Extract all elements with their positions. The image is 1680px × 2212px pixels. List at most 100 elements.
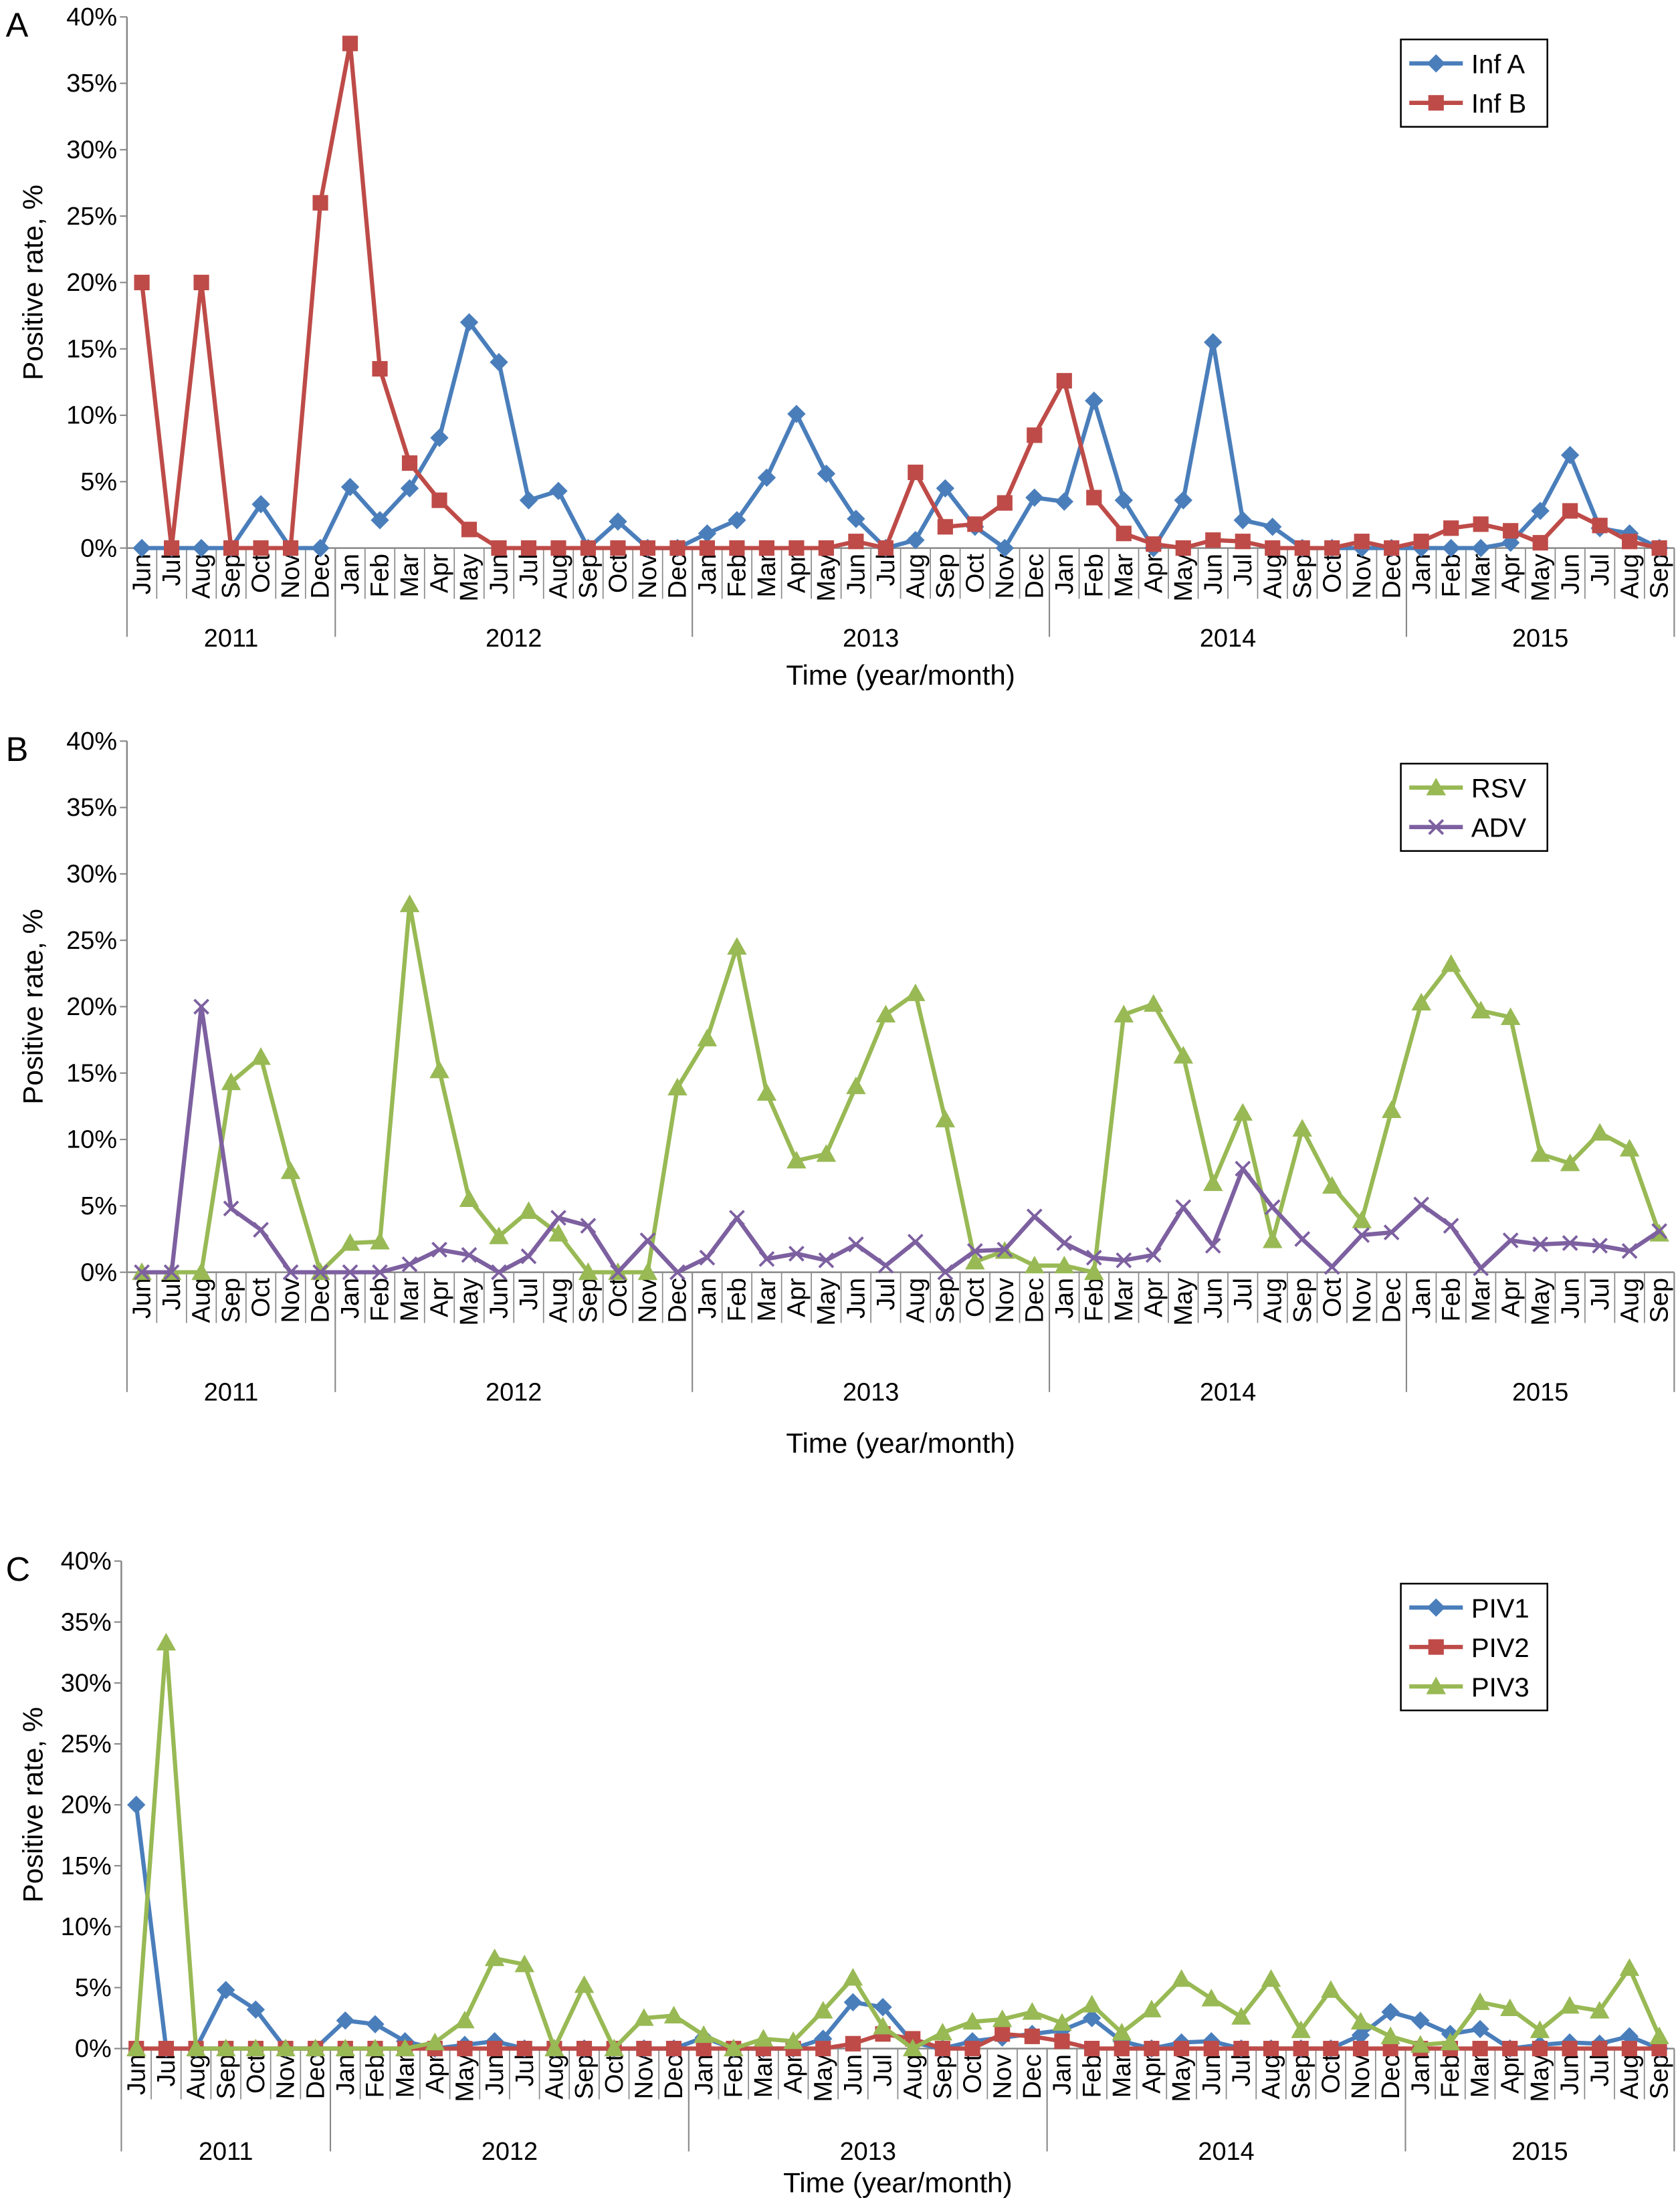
marker: [667, 1077, 688, 1096]
marker: [1530, 1144, 1550, 1162]
y-tick-label: 10%: [61, 1913, 112, 1941]
marker: [727, 937, 747, 955]
marker: [724, 2038, 744, 2057]
x-tick-label: Mar: [1108, 2054, 1136, 2098]
x-tick-label: Jun: [1198, 2054, 1226, 2095]
marker: [1562, 2040, 1578, 2057]
marker: [1428, 95, 1444, 111]
x-tick-label: Oct: [601, 2054, 629, 2094]
x-tick-label: Jul: [869, 2054, 898, 2086]
marker: [1205, 532, 1221, 548]
marker: [818, 540, 834, 556]
x-tick-label: Nov: [634, 1278, 662, 1323]
marker: [936, 479, 955, 497]
marker: [1056, 1235, 1073, 1251]
marker: [962, 2011, 982, 2030]
x-tick-label: Aug: [1259, 554, 1287, 598]
x-tick-label: Oct: [242, 2054, 270, 2094]
x-group-label: 2013: [840, 2138, 896, 2166]
marker: [1471, 1000, 1491, 1019]
x-tick-label: Jun: [486, 1278, 514, 1319]
x-group-label: 2014: [1200, 1378, 1256, 1406]
x-tick-label: Jul: [872, 554, 900, 586]
x-tick-label: May: [451, 2054, 480, 2102]
marker: [158, 2040, 174, 2057]
marker: [459, 1189, 480, 1207]
series-line: [142, 902, 1662, 1275]
marker: [996, 495, 1013, 511]
marker: [639, 1232, 656, 1248]
marker: [1201, 1989, 1221, 2007]
x-tick-label: Apr: [1140, 554, 1168, 593]
marker: [757, 468, 776, 487]
x-tick-label: Aug: [1616, 554, 1644, 598]
marker: [813, 2001, 833, 2019]
x-tick-label: Apr: [1138, 2054, 1166, 2094]
y-tick-label: 35%: [61, 1608, 112, 1636]
marker: [1413, 534, 1429, 550]
marker: [815, 2040, 831, 2057]
marker: [1621, 2040, 1637, 2057]
marker: [430, 429, 449, 447]
marker: [484, 1948, 505, 1967]
marker: [877, 540, 894, 556]
marker: [729, 1210, 745, 1226]
y-tick-label: 0%: [80, 534, 117, 562]
y-axis-title: Positive rate, %: [17, 1707, 48, 1903]
marker: [549, 481, 568, 500]
marker: [1025, 1255, 1045, 1274]
marker: [576, 2040, 593, 2057]
x-tick-label: Aug: [902, 1278, 930, 1323]
y-tick-label: 25%: [66, 203, 117, 231]
x-tick-label: Sep: [217, 554, 245, 598]
marker: [902, 2038, 923, 2057]
x-tick-label: Jan: [690, 2054, 718, 2095]
x-tick-label: Nov: [1347, 2054, 1375, 2099]
marker: [906, 531, 925, 550]
x-tick-label: Dec: [1021, 554, 1049, 598]
marker: [783, 2031, 803, 2050]
marker: [340, 1233, 360, 1251]
marker: [580, 540, 597, 556]
marker: [1471, 538, 1490, 558]
x-tick-label: Dec: [664, 1278, 692, 1323]
marker: [1204, 333, 1223, 352]
x-tick-label: Nov: [1348, 554, 1376, 598]
x-tick-label: May: [1526, 2054, 1554, 2102]
marker: [698, 524, 717, 543]
x-tick-label: Sep: [929, 2054, 957, 2099]
marker: [514, 1955, 534, 1973]
marker: [789, 1245, 805, 1262]
x-group-label: 2011: [204, 625, 259, 653]
x-tick-label: Apr: [421, 2054, 449, 2094]
marker: [1352, 2040, 1369, 2057]
marker: [847, 510, 865, 528]
marker: [401, 455, 418, 471]
marker: [574, 1975, 595, 1993]
y-tick-label: 5%: [75, 1974, 112, 2002]
x-tick-label: May: [455, 1278, 484, 1326]
x-tick-label: Jul: [152, 2054, 181, 2086]
x-tick-label: Jul: [158, 554, 186, 586]
x-tick-label: Aug: [545, 1278, 573, 1323]
x-tick-label: Dec: [1021, 1278, 1049, 1323]
marker: [1354, 534, 1370, 550]
marker: [342, 1264, 358, 1281]
y-tick-label: 5%: [80, 468, 117, 496]
marker: [1426, 1676, 1447, 1694]
marker: [1204, 1238, 1221, 1254]
marker: [1351, 2025, 1370, 2045]
x-tick-label: Oct: [959, 2054, 987, 2094]
marker: [694, 2025, 714, 2043]
marker: [1350, 2011, 1371, 2030]
y-axis-title: Positive rate, %: [17, 185, 48, 380]
marker: [1086, 489, 1102, 506]
x-tick-label: Mar: [1467, 1278, 1495, 1321]
marker: [1233, 2040, 1249, 2057]
x-tick-label: Aug: [188, 554, 216, 598]
marker: [490, 352, 508, 372]
marker: [1026, 1208, 1043, 1225]
series-line: [139, 41, 1660, 550]
marker: [342, 35, 358, 51]
x-tick-label: Oct: [605, 554, 633, 593]
